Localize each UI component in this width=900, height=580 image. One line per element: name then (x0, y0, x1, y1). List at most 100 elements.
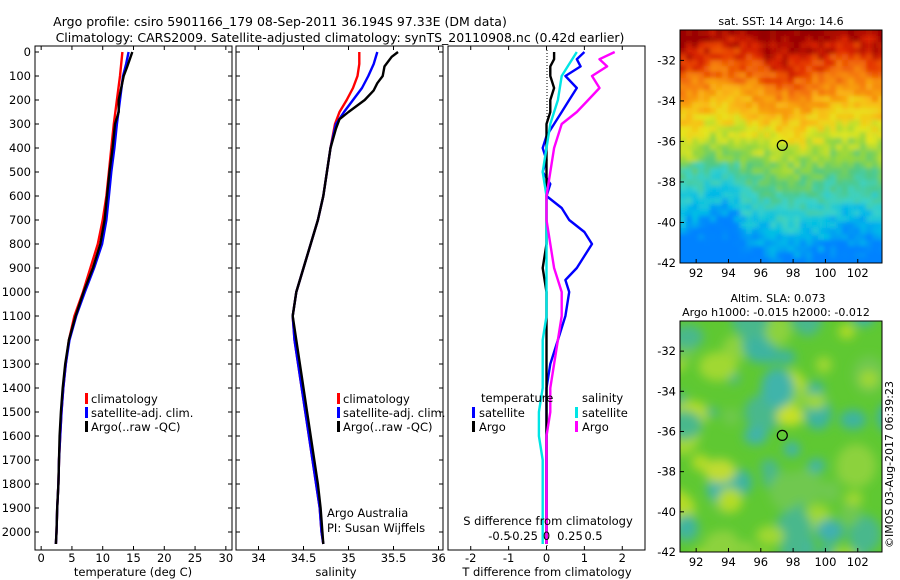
sst-heatmap (680, 30, 882, 263)
salinity-panel: 34 34.5 35 35.5 36 salinity climatology sate… (235, 45, 446, 579)
legend-swatch-climatology (85, 393, 88, 404)
x-tick-label: 10 (95, 551, 110, 565)
legend-label-argo: Argo(..raw -QC) (91, 420, 181, 434)
x-tick-label: 35 (341, 551, 356, 565)
map-y-tick-label: -42 (657, 545, 676, 559)
legend-swatch-sal-satellite (575, 407, 578, 418)
depth-tick-label: 1500 (2, 405, 31, 419)
series-line-salinity-argo (545, 50, 616, 544)
legend-swatch-argo (85, 421, 88, 432)
depth-tick-label: 800 (9, 237, 31, 251)
difference-legend: temperature salinity satellite Argo sate… (472, 391, 628, 434)
depth-tick-label: 1000 (2, 285, 31, 299)
map-y-tick-label: -40 (657, 215, 676, 229)
series-line-salinity-satellite (537, 51, 578, 544)
depth-tick-label: 0 (24, 45, 31, 59)
map-y-tick-label: -38 (657, 465, 676, 479)
legend-swatch-climatology (337, 393, 340, 404)
x-tick-label: 34.5 (291, 551, 317, 565)
legend-swatch-sal-argo (575, 421, 578, 432)
map-x-tick-label: 92 (689, 266, 704, 280)
argo-float-location-marker (776, 139, 788, 151)
x-tick-label: 1 (581, 551, 588, 565)
s-diff-tick-label: 0.5 (584, 529, 602, 543)
map-x-tick-label: 102 (847, 266, 869, 280)
salinity-x-axis: 34 34.5 35 35.5 36 (251, 46, 446, 565)
legend-swatch-temp-argo (472, 421, 475, 432)
depth-tick-label: 1800 (2, 477, 31, 491)
x-tick-label: 36 (431, 551, 446, 565)
credit-line1: Argo Australia (327, 506, 408, 520)
x-tick-label: 0 (543, 551, 550, 565)
depth-tick-label: 200 (9, 93, 31, 107)
legend-swatch-argo (337, 421, 340, 432)
figure-title-line2: Climatology: CARS2009. Satellite-adjuste… (56, 30, 625, 45)
temperature-legend: climatology satellite-adj. clim. Argo(..… (85, 392, 193, 434)
sla-heatmap (680, 321, 882, 552)
depth-tick-label: 100 (9, 69, 31, 83)
map-x-tick-label: 100 (814, 266, 836, 280)
series-line-argo-raw-qc- (54, 51, 134, 545)
legend-label-sal-argo: Argo (582, 420, 609, 434)
map-x-tick-label: 98 (786, 555, 801, 569)
series-line-argo-raw-qc- (291, 51, 399, 545)
depth-tick-label: 1200 (2, 333, 31, 347)
credit-line2: PI: Susan Wijffels (327, 521, 425, 535)
depth-tick-label: 1300 (2, 357, 31, 371)
sla-map-axes: 92 94 96 98 100 102 -32 -34 -36 -38 -40 -42 (657, 344, 869, 569)
map-x-tick-label: 96 (753, 266, 768, 280)
s-diff-tick-label: 0 (543, 529, 550, 543)
legend-temperature-header: temperature (481, 391, 553, 405)
difference-xlabel: T difference from climatology (461, 565, 632, 579)
sst-map-panel: sat. SST: 14 Argo: 14.6 92 94 96 98 100 102 -3… (657, 15, 883, 280)
x-tick-label: 34 (251, 551, 266, 565)
map-x-tick-label: 102 (847, 555, 869, 569)
map-y-tick-label: -40 (657, 505, 676, 519)
map-x-tick-label: 96 (753, 555, 768, 569)
legend-label-sal-satellite: satellite (582, 406, 628, 420)
map-y-tick-label: -32 (657, 53, 676, 67)
sst-map-title: sat. SST: 14 Argo: 14.6 (718, 15, 843, 28)
difference-panel: -2 -1 0 1 2 -0.5-0.25 0 0.25 0.5 S difference f… (447, 45, 646, 579)
depth-tick-label: 1400 (2, 381, 31, 395)
depth-tick-label: 600 (9, 189, 31, 203)
map-x-tick-label: 94 (721, 266, 736, 280)
depth-tick-label: 1700 (2, 453, 31, 467)
map-y-tick-label: -34 (657, 384, 676, 398)
depth-tick-label: 500 (9, 165, 31, 179)
s-diff-tick-label: 0.25 (557, 529, 583, 543)
s-diff-tick-label: -0.25 (508, 529, 538, 543)
map-x-tick-label: 100 (814, 555, 836, 569)
depth-tick-label: 1900 (2, 501, 31, 515)
sla-map-panel: Altim. SLA: 0.073 Argo h1000: -0.015 h20… (657, 292, 883, 569)
difference-lines (537, 50, 616, 544)
map-y-tick-label: -34 (657, 94, 676, 108)
map-x-tick-label: 92 (689, 555, 704, 569)
legend-swatch-satellite (337, 407, 340, 418)
temperature-xlabel: temperature (deg C) (74, 565, 192, 579)
difference-x-axis: -2 -1 0 1 2 (465, 46, 626, 565)
legend-label-satellite: satellite-adj. clim. (343, 406, 445, 420)
temperature-lines (54, 51, 134, 545)
imos-watermark: ©IMOS 03-Aug-2017 06:39:23 (883, 381, 896, 548)
x-tick-label: 35.5 (381, 551, 407, 565)
map-y-tick-label: -32 (657, 344, 676, 358)
x-tick-label: 5 (68, 551, 75, 565)
legend-salinity-header: salinity (582, 391, 623, 405)
map-y-tick-label: -42 (657, 256, 676, 270)
depth-tick-label: 1100 (2, 309, 31, 323)
depth-tick-label: 400 (9, 141, 31, 155)
map-y-tick-label: -36 (657, 134, 676, 148)
depth-tick-label: 2000 (2, 525, 31, 539)
difference-top-xlabel: S difference from climatology (463, 514, 633, 528)
x-tick-label: 25 (188, 551, 203, 565)
salinity-difference-axis: -0.5-0.25 0 0.25 0.5 (488, 529, 602, 543)
depth-tick-label: 1600 (2, 429, 31, 443)
legend-label-argo: Argo(..raw -QC) (343, 420, 433, 434)
temperature-depth-axis: 0 100 200 300 400 500 600 700 800 900 1000 1100 1200… (2, 45, 232, 539)
depth-tick-label: 300 (9, 117, 31, 131)
legend-swatch-satellite (85, 407, 88, 418)
legend-label-satellite: satellite-adj. clim. (91, 406, 193, 420)
legend-label-temp-argo: Argo (479, 420, 506, 434)
